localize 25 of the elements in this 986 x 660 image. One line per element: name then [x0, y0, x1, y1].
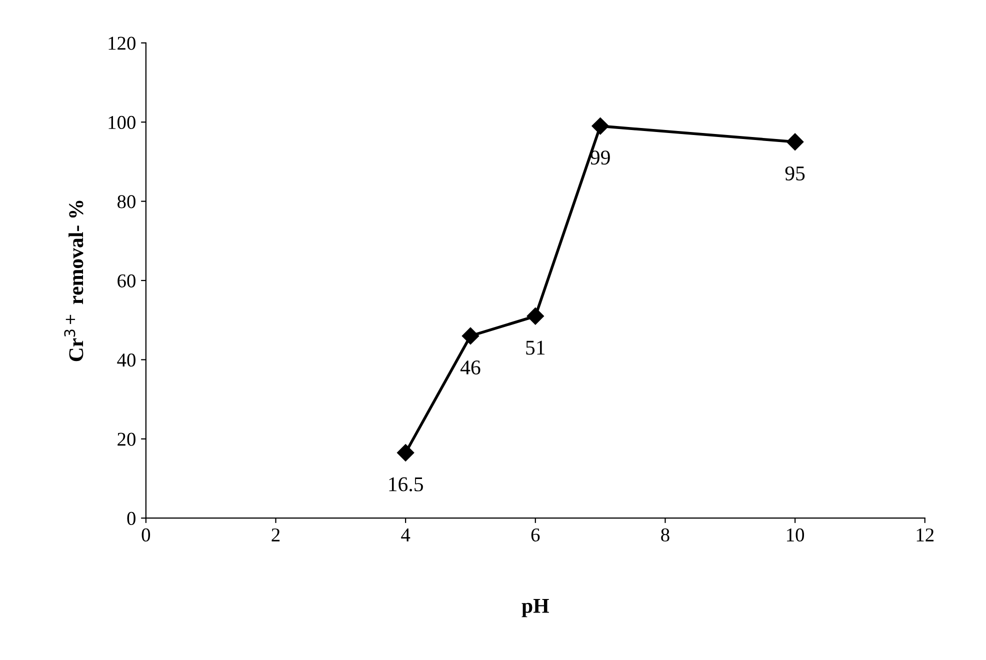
- x-tick-label: 4: [401, 528, 410, 542]
- x-tick-label: 0: [142, 528, 150, 542]
- y-tick-label: 20: [118, 432, 136, 446]
- point: [592, 118, 609, 135]
- data-label: 16.5: [389, 477, 423, 492]
- point: [462, 327, 480, 344]
- y-tick-label: 100: [108, 116, 136, 130]
- y-tick-label: 120: [108, 36, 136, 50]
- y-tick-label: 40: [117, 354, 136, 367]
- x-tick-label: 8: [661, 528, 670, 542]
- point: [526, 308, 544, 325]
- y-axis-title: Cr$^{3+}$ removal- %: [64, 200, 84, 362]
- y-tick-label: 60: [118, 274, 136, 288]
- x-tick-label: 10: [787, 528, 804, 542]
- data-label: 51: [526, 340, 545, 355]
- y-tick-label: 0: [127, 512, 136, 526]
- x-tick-label: 6: [531, 528, 540, 542]
- y-tick-label: 80: [118, 195, 136, 208]
- x-axis-title: pH: [522, 599, 549, 618]
- data-label: 95: [785, 166, 805, 180]
- x-tick-label: 2: [272, 528, 280, 542]
- x-tick-label: 12: [916, 528, 934, 542]
- point: [786, 133, 804, 150]
- point: [397, 444, 414, 462]
- data-label: 46: [460, 360, 480, 374]
